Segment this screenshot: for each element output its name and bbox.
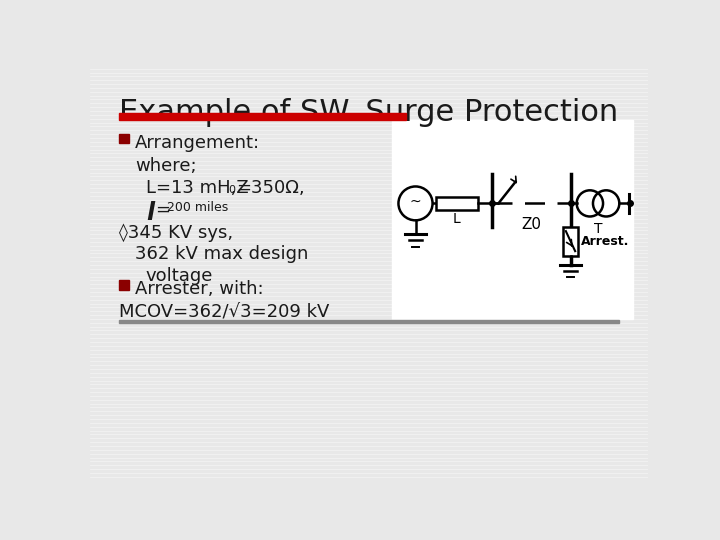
Text: 0: 0 <box>228 185 235 195</box>
Text: Arrester, with:: Arrester, with: <box>135 280 264 299</box>
Bar <box>120 320 618 323</box>
Text: 362 kV max design: 362 kV max design <box>135 245 308 263</box>
Text: Arrangement:: Arrangement: <box>135 134 260 152</box>
Text: =350Ω,: =350Ω, <box>235 179 305 197</box>
Text: Z0: Z0 <box>521 217 541 232</box>
Text: MCOV=362/√3=209 kV: MCOV=362/√3=209 kV <box>120 303 330 321</box>
Bar <box>563 226 578 256</box>
Bar <box>436 197 478 210</box>
Text: Example of SW. Surge Protection: Example of SW. Surge Protection <box>120 98 618 127</box>
Text: l: l <box>145 201 154 225</box>
Bar <box>120 280 129 289</box>
Text: L=13 mH,Z: L=13 mH,Z <box>145 179 248 197</box>
Text: ~: ~ <box>410 195 421 209</box>
Bar <box>392 120 632 319</box>
Text: T: T <box>594 222 602 236</box>
Text: ◊345 KV sys,: ◊345 KV sys, <box>120 224 233 242</box>
Bar <box>120 134 129 143</box>
Text: voltage: voltage <box>145 267 213 285</box>
Text: Arrest.: Arrest. <box>581 234 630 248</box>
Bar <box>120 113 406 120</box>
Text: =: = <box>155 201 170 219</box>
Text: L: L <box>453 212 461 226</box>
Text: 200 miles: 200 miles <box>167 201 228 214</box>
Text: where;: where; <box>135 157 197 175</box>
